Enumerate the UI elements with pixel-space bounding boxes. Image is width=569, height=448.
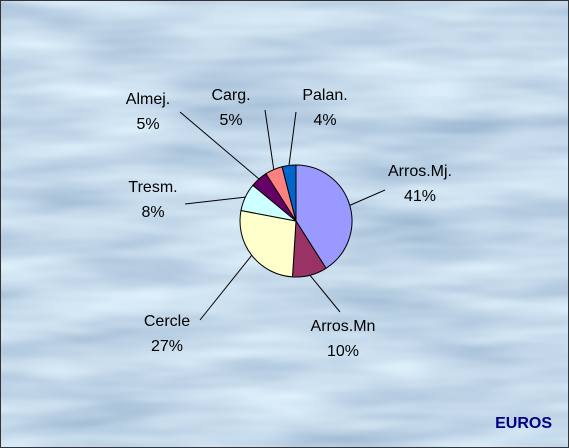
annotation: EUROS [495,415,552,432]
leader-line [288,111,297,166]
slice-label: Carg. [211,87,250,104]
slice-value-label: 8% [141,204,164,221]
slice-label: Almej. [126,91,170,108]
slice-value-label: 5% [136,116,159,133]
leader-line [264,109,275,170]
slice-value-label: 41% [404,188,436,205]
slice-label: Palan. [302,87,347,104]
slice-value-label: 10% [327,343,359,360]
slice-label: Cercle [144,313,190,330]
leader-line [184,196,246,205]
slice-value-label: 4% [313,112,336,129]
leader-line [199,255,253,321]
slice-label: Arros.Mj. [388,163,452,180]
slice-value-label: 27% [151,338,183,355]
leader-line [179,111,260,180]
slice-value-label: 5% [219,112,242,129]
slice-label: Tresm. [128,179,177,196]
leader-line [309,274,341,313]
slice-label: Arros.Mn [311,318,376,335]
pie-slice [239,209,297,278]
leader-line [349,189,386,206]
